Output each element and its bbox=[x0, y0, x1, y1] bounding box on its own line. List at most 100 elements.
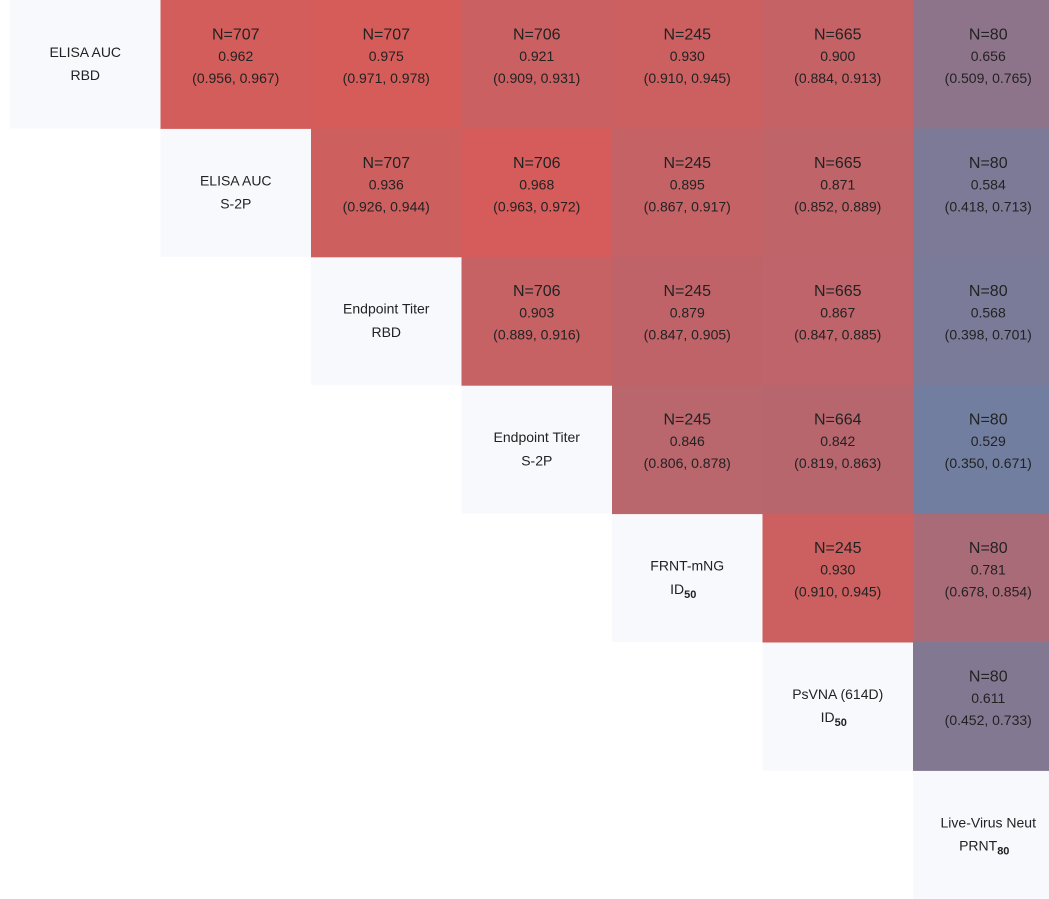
r-label: 0.975 bbox=[369, 48, 404, 64]
r-label: 0.968 bbox=[519, 176, 554, 192]
ci-label: (0.956, 0.967) bbox=[192, 70, 279, 86]
ci-label: (0.852, 0.889) bbox=[794, 198, 881, 214]
unit-text: RBD bbox=[371, 324, 401, 340]
heat-cell bbox=[762, 0, 914, 129]
heat-cell bbox=[461, 128, 613, 258]
n-label: N=80 bbox=[969, 668, 1008, 685]
n-label: N=245 bbox=[814, 540, 862, 557]
heat-cell bbox=[762, 513, 914, 643]
n-label: N=80 bbox=[969, 155, 1008, 172]
r-label: 0.842 bbox=[820, 433, 855, 449]
ci-label: (0.806, 0.878) bbox=[644, 455, 731, 471]
heat-cell bbox=[913, 128, 1049, 258]
heat-cell bbox=[762, 128, 914, 258]
n-label: N=707 bbox=[362, 155, 410, 172]
r-label: 0.900 bbox=[820, 48, 855, 64]
heat-cell bbox=[160, 0, 312, 129]
unit-subscript: 50 bbox=[835, 717, 847, 729]
ci-label: (0.847, 0.885) bbox=[794, 327, 881, 343]
n-label: N=80 bbox=[969, 412, 1008, 429]
n-label: N=665 bbox=[814, 283, 862, 300]
n-label: N=245 bbox=[663, 155, 711, 172]
variable-name: ELISA AUC bbox=[200, 172, 272, 188]
unit-text: ID bbox=[821, 709, 835, 725]
heat-cell bbox=[913, 256, 1049, 386]
variable-unit: ID50 bbox=[670, 581, 696, 601]
diagonal-cell bbox=[461, 385, 612, 514]
variable-unit: RBD bbox=[371, 324, 401, 340]
ci-label: (0.909, 0.931) bbox=[493, 70, 580, 86]
heat-cell bbox=[913, 513, 1049, 643]
r-label: 0.895 bbox=[670, 176, 705, 192]
heat-cell bbox=[311, 0, 462, 129]
heat-cell bbox=[913, 642, 1049, 771]
heat-cell bbox=[461, 256, 613, 386]
ci-label: (0.418, 0.713) bbox=[945, 198, 1032, 214]
heat-cell bbox=[311, 128, 462, 258]
n-label: N=80 bbox=[969, 283, 1008, 300]
n-label: N=664 bbox=[814, 412, 862, 429]
ci-label: (0.350, 0.671) bbox=[945, 455, 1032, 471]
ci-label: (0.847, 0.905) bbox=[644, 327, 731, 343]
r-label: 0.584 bbox=[971, 176, 1006, 192]
variable-name: Live-Virus Neut bbox=[941, 814, 1037, 830]
ci-label: (0.910, 0.945) bbox=[794, 584, 881, 600]
n-label: N=245 bbox=[663, 283, 711, 300]
r-label: 0.611 bbox=[971, 690, 1005, 706]
heat-cell bbox=[762, 256, 914, 386]
variable-unit: S-2P bbox=[220, 195, 251, 211]
n-label: N=245 bbox=[663, 412, 711, 429]
heat-cell bbox=[612, 385, 763, 515]
r-label: 0.871 bbox=[820, 176, 855, 192]
heat-cell bbox=[612, 0, 763, 129]
n-label: N=665 bbox=[814, 155, 862, 172]
unit-text: PRNT bbox=[959, 837, 998, 853]
n-label: N=706 bbox=[513, 155, 561, 172]
heat-cell bbox=[913, 0, 1049, 129]
r-label: 0.930 bbox=[670, 48, 705, 64]
n-label: N=245 bbox=[663, 26, 711, 43]
r-label: 0.656 bbox=[971, 48, 1006, 64]
unit-text: S-2P bbox=[220, 195, 251, 211]
diagonal-cell bbox=[311, 256, 462, 386]
r-label: 0.903 bbox=[519, 305, 554, 321]
n-label: N=80 bbox=[969, 26, 1008, 43]
variable-name: PsVNA (614D) bbox=[792, 686, 883, 702]
variable-name: Endpoint Titer bbox=[494, 429, 581, 445]
n-label: N=665 bbox=[814, 26, 862, 43]
variable-unit: PRNT80 bbox=[959, 837, 1009, 857]
ci-label: (0.398, 0.701) bbox=[945, 327, 1032, 343]
r-label: 0.962 bbox=[218, 48, 253, 64]
diagonal-cell bbox=[612, 513, 763, 642]
ci-label: (0.867, 0.917) bbox=[644, 198, 731, 214]
diagonal-cell bbox=[160, 128, 311, 257]
ci-label: (0.910, 0.945) bbox=[644, 70, 731, 86]
variable-name: ELISA AUC bbox=[49, 44, 121, 60]
r-label: 0.529 bbox=[971, 433, 1006, 449]
n-label: N=706 bbox=[513, 26, 561, 43]
diagonal-cell bbox=[913, 770, 1049, 899]
variable-unit: RBD bbox=[70, 67, 100, 83]
unit-subscript: 50 bbox=[684, 589, 696, 601]
ci-label: (0.889, 0.916) bbox=[493, 327, 580, 343]
ci-label: (0.509, 0.765) bbox=[945, 70, 1032, 86]
unit-text: ID bbox=[670, 581, 684, 597]
heat-cell bbox=[913, 385, 1049, 515]
unit-text: S-2P bbox=[521, 452, 552, 468]
diagonal-cell bbox=[762, 642, 913, 771]
n-label: N=80 bbox=[969, 540, 1008, 557]
r-label: 0.568 bbox=[971, 305, 1006, 321]
r-label: 0.879 bbox=[670, 305, 705, 321]
variable-name: FRNT-mNG bbox=[650, 558, 724, 574]
diagonal-cell bbox=[10, 0, 161, 129]
heat-cell bbox=[612, 128, 763, 258]
ci-label: (0.819, 0.863) bbox=[794, 455, 881, 471]
heat-cell bbox=[461, 0, 613, 129]
r-label: 0.921 bbox=[519, 48, 554, 64]
heat-cell bbox=[762, 385, 914, 515]
ci-label: (0.971, 0.978) bbox=[343, 70, 430, 86]
variable-unit: ID50 bbox=[821, 709, 847, 729]
r-label: 0.936 bbox=[369, 176, 404, 192]
